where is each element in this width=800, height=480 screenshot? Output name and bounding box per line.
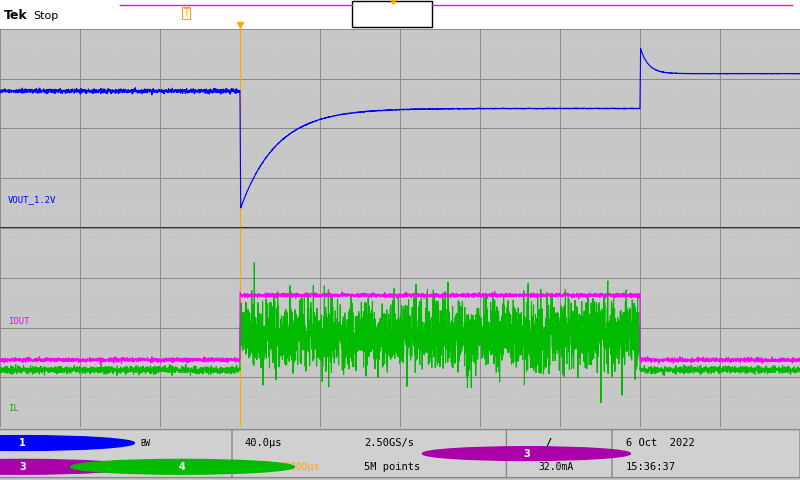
FancyBboxPatch shape (0, 430, 234, 478)
Text: 50.0mV: 50.0mV (52, 438, 90, 448)
Text: 32.0mA: 32.0mA (538, 462, 574, 472)
FancyBboxPatch shape (612, 430, 800, 478)
Text: IL: IL (8, 404, 18, 413)
Text: 2.50GS/s: 2.50GS/s (364, 438, 414, 448)
Text: IOUT: IOUT (8, 317, 30, 325)
Text: 200mA: 200mA (52, 462, 83, 472)
Text: Tek: Tek (4, 9, 28, 23)
Text: 1: 1 (19, 438, 26, 448)
Text: 3: 3 (523, 449, 530, 458)
Text: 3: 3 (19, 462, 26, 472)
Text: T: T (183, 8, 190, 18)
Text: /: / (544, 436, 551, 450)
Text: 6 Oct  2022: 6 Oct 2022 (626, 438, 694, 448)
Text: BW: BW (140, 462, 150, 471)
Text: Stop: Stop (34, 11, 59, 21)
Circle shape (422, 447, 630, 460)
Text: 15:36:37: 15:36:37 (626, 462, 675, 472)
Bar (352, 1, 432, 27)
Text: 500mA: 500mA (206, 462, 238, 472)
FancyBboxPatch shape (232, 430, 508, 478)
Text: T→▼120.0000μs: T→▼120.0000μs (244, 462, 320, 472)
Text: 40.0μs: 40.0μs (244, 438, 282, 448)
Text: 4: 4 (179, 462, 186, 472)
Circle shape (0, 459, 134, 474)
Circle shape (70, 459, 294, 474)
Circle shape (0, 436, 134, 450)
FancyBboxPatch shape (506, 430, 614, 478)
Text: VOUT_1.2V: VOUT_1.2V (8, 195, 56, 204)
Text: BW: BW (140, 439, 150, 447)
Text: 5M points: 5M points (364, 462, 420, 472)
